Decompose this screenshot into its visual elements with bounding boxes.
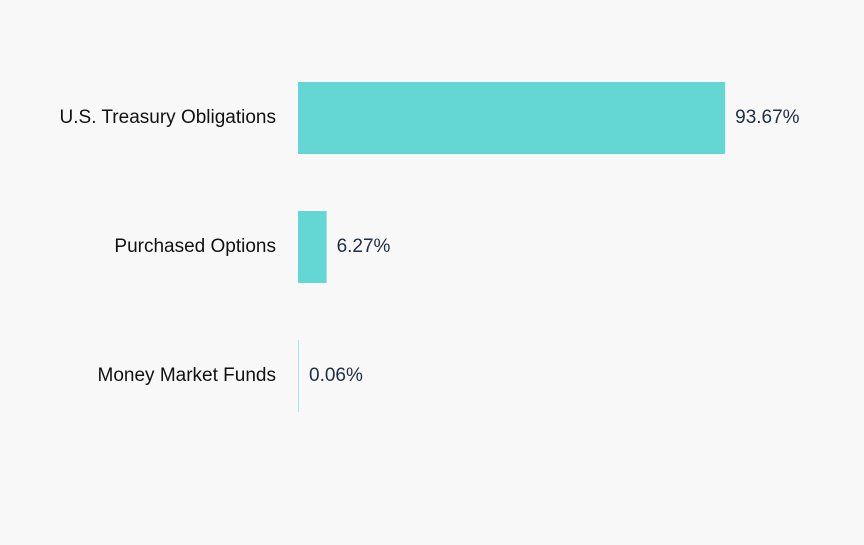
value-label: 93.67% [735, 107, 800, 128]
value-label: 6.27% [337, 236, 391, 257]
category-label: Purchased Options [114, 236, 276, 257]
category-label: U.S. Treasury Obligations [60, 107, 276, 128]
value-label: 0.06% [309, 365, 363, 386]
bar [298, 82, 725, 154]
category-label: Money Market Funds [98, 365, 276, 386]
bar [298, 211, 327, 283]
